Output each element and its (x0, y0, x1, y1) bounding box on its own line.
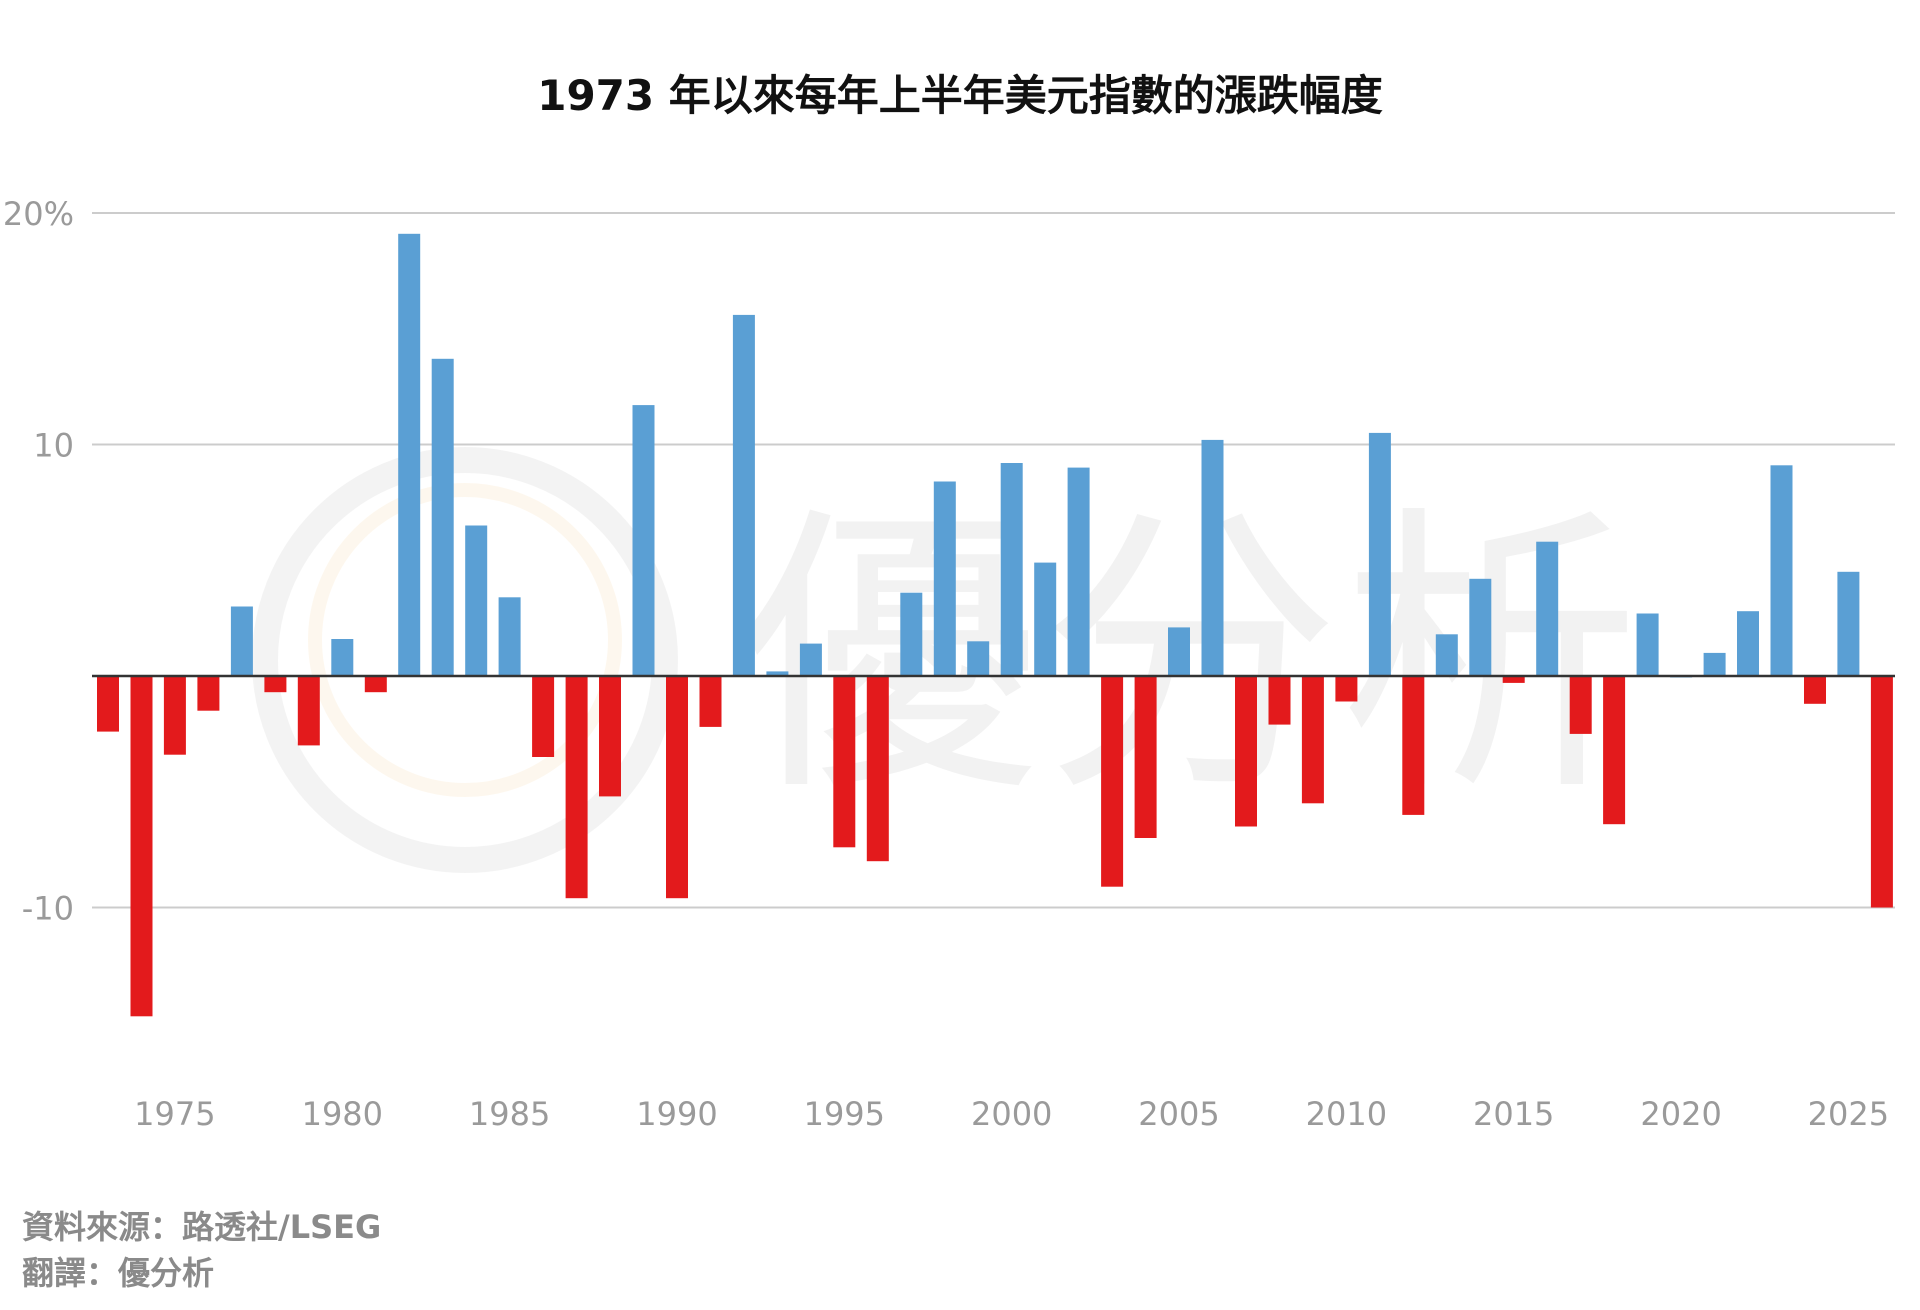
bar-1973 (97, 676, 119, 732)
bar-2017 (1569, 676, 1592, 734)
bar-2000 (1000, 463, 1023, 676)
bar-1974 (130, 676, 153, 1017)
x-tick-label: 1995 (804, 1095, 885, 1133)
bar-2026 (1870, 676, 1893, 908)
bar-1985 (498, 597, 521, 676)
bar-1977 (230, 606, 253, 676)
bar-2016 (1536, 541, 1559, 676)
bar-1981 (364, 676, 387, 693)
bar-1991 (699, 676, 722, 727)
watermark-logo-ring (252, 447, 678, 873)
bar-1982 (398, 233, 421, 677)
bar-1984 (465, 525, 488, 676)
bar-2001 (1034, 562, 1057, 676)
bar-2004 (1134, 676, 1157, 838)
y-tick-label: 20% (3, 195, 74, 233)
bar-1993 (766, 671, 789, 676)
translation-note: 翻譯：優分析 (22, 1254, 215, 1292)
axes: 1975 1980 1985 1990 1995 2000 2005 2010 2015 2020… (92, 674, 1895, 1133)
bar-1983 (431, 358, 454, 676)
bar-1996 (866, 676, 889, 862)
bar-2003 (1101, 676, 1124, 887)
y-tick-label: -10 (22, 890, 74, 928)
x-tick-label: 2005 (1138, 1095, 1219, 1133)
x-tick-label: 2015 (1473, 1095, 1554, 1133)
bar-2011 (1368, 432, 1391, 676)
bar-1976 (197, 676, 220, 711)
bar-1997 (900, 592, 923, 676)
bar-2009 (1301, 676, 1324, 804)
x-tick-label: 1980 (302, 1095, 383, 1133)
y-tick-label: 10 (33, 427, 74, 465)
bar-1978 (264, 676, 287, 693)
bar-1990 (666, 676, 688, 899)
bar-2010 (1335, 676, 1358, 702)
bar-2013 (1435, 634, 1458, 676)
gridlines: 20% 10 -10 (3, 195, 1895, 928)
bar-1980 (331, 639, 354, 676)
x-tick-label: 2010 (1306, 1095, 1387, 1133)
bar-2006 (1201, 439, 1224, 676)
bar-1986 (532, 676, 555, 757)
bar-1998 (933, 481, 956, 676)
bar-2025 (1837, 571, 1860, 676)
chart-title: 1973 年以來每年上半年美元指數的漲跌幅度 (537, 71, 1383, 120)
bar-2019 (1636, 613, 1659, 676)
bar-1979 (297, 676, 320, 746)
bar-1975 (163, 676, 186, 755)
bar-2023 (1770, 465, 1793, 676)
bar-2012 (1402, 676, 1425, 815)
bar-2002 (1067, 467, 1090, 676)
x-tick-label: 1985 (469, 1095, 550, 1133)
bar-2014 (1469, 578, 1492, 676)
source-note: 資料來源：路透社/LSEG (22, 1208, 382, 1246)
x-tick-label: 2000 (971, 1095, 1052, 1133)
x-tick-label: 1990 (636, 1095, 717, 1133)
bar-1989 (632, 405, 655, 676)
bar-2008 (1268, 676, 1291, 725)
bar-1999 (967, 641, 990, 676)
x-tick-label: 1975 (134, 1095, 215, 1133)
bar-2024 (1804, 676, 1826, 704)
bars (97, 233, 1893, 1017)
bar-2022 (1737, 611, 1759, 676)
bar-2021 (1703, 652, 1726, 676)
bar-1994 (799, 643, 822, 676)
bar-2007 (1235, 676, 1257, 827)
bar-2015 (1502, 676, 1525, 683)
bar-2018 (1603, 676, 1626, 825)
x-tick-label: 2025 (1808, 1095, 1889, 1133)
bar-1995 (833, 676, 856, 848)
bar-1992 (732, 314, 755, 676)
bar-1987 (565, 676, 588, 899)
watermark-logo-inner (308, 483, 622, 797)
bar-2005 (1168, 627, 1190, 676)
x-tick-label: 2020 (1640, 1095, 1721, 1133)
bar-1988 (599, 676, 621, 797)
